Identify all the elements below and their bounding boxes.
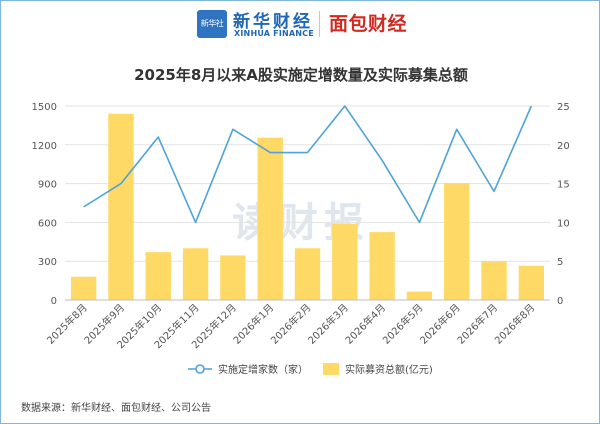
right-axis-tick-label: 25 bbox=[557, 102, 570, 113]
bar bbox=[518, 265, 545, 300]
right-axis-tick-label: 5 bbox=[557, 257, 563, 268]
right-axis-tick-label: 15 bbox=[557, 180, 570, 191]
legend-line-marker bbox=[195, 364, 205, 374]
left-axis-tick-label: 0 bbox=[51, 296, 57, 307]
xinhua-finance-name: 新华财经 bbox=[233, 12, 313, 32]
bar bbox=[481, 261, 507, 300]
right-axis-tick-label: 20 bbox=[557, 141, 570, 152]
right-axis-tick-label: 0 bbox=[557, 296, 563, 307]
xinhua-finance-english: XINHUA FINANCE bbox=[234, 29, 314, 38]
data-source: 数据来源：新华财经、面包财经、公司公告 bbox=[21, 403, 211, 414]
bar bbox=[332, 223, 358, 300]
left-axis-tick-label: 600 bbox=[38, 218, 57, 229]
bar bbox=[220, 255, 246, 300]
chart-title: 2025年8月以来A股实施定增数量及实际募集总额 bbox=[134, 66, 468, 84]
bar bbox=[444, 182, 470, 300]
chart-svg: 读财报03006009001200150005101520252025年8月20… bbox=[32, 102, 570, 376]
bar bbox=[369, 232, 395, 300]
bar bbox=[108, 113, 134, 300]
brand-header: 新华社 新华财经 XINHUA FINANCE 面包财经 bbox=[1, 1, 600, 47]
bar bbox=[257, 137, 283, 300]
right-axis-tick-label: 10 bbox=[557, 218, 570, 229]
xinhua-logo: 新华社 bbox=[197, 10, 227, 38]
bar bbox=[145, 252, 171, 300]
brand-divider bbox=[319, 11, 320, 37]
left-axis-tick-label: 900 bbox=[38, 180, 57, 191]
bar bbox=[182, 248, 209, 300]
legend-label-line: 实施定增家数（家） bbox=[218, 363, 308, 376]
legend-label-bar: 实际募资总额(亿元) bbox=[345, 363, 433, 376]
left-axis-tick-label: 1500 bbox=[32, 102, 57, 113]
legend-bar-swatch bbox=[323, 363, 339, 375]
bar bbox=[70, 276, 97, 300]
bar bbox=[294, 248, 321, 300]
mianbao-logo: 面包财经 bbox=[329, 13, 408, 35]
left-axis-tick-label: 300 bbox=[38, 257, 57, 268]
category-label: 2026年8月 bbox=[492, 301, 538, 347]
bar bbox=[406, 291, 433, 300]
left-axis-tick-label: 1200 bbox=[32, 141, 57, 152]
